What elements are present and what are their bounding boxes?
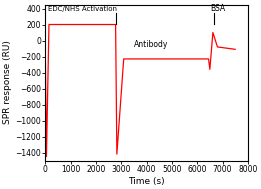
X-axis label: Time (s): Time (s) [128,177,165,186]
Text: EDC/NHS Activation: EDC/NHS Activation [49,6,117,12]
Y-axis label: SPR response (RU): SPR response (RU) [3,41,13,125]
Text: Antibody: Antibody [134,40,168,49]
Text: BSA: BSA [211,4,226,13]
